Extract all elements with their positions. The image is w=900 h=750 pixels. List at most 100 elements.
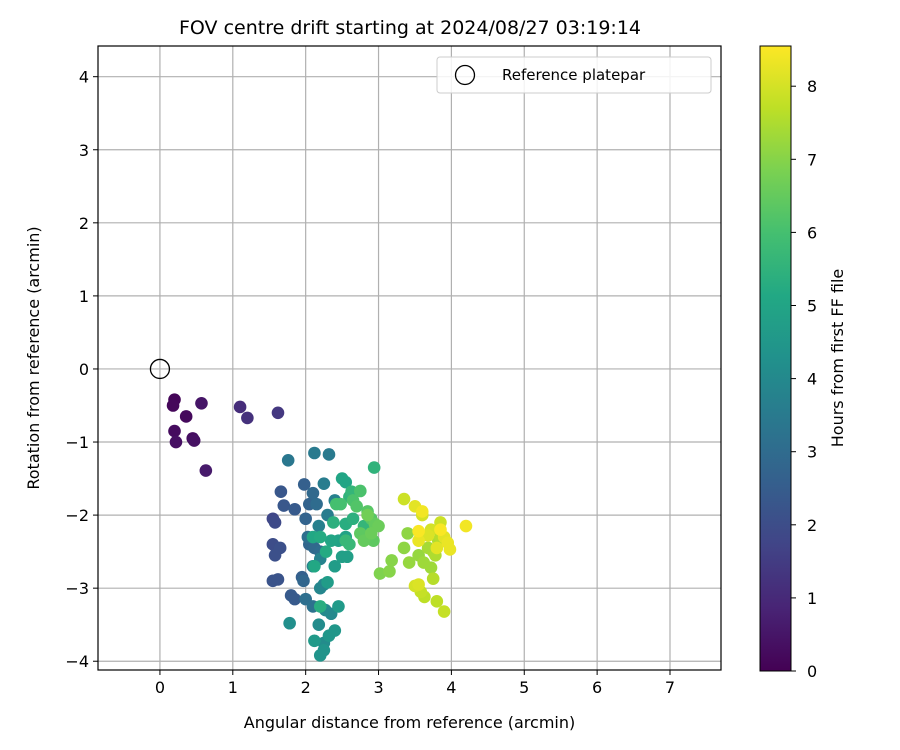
scatter-point	[350, 500, 363, 513]
scatter-point	[299, 512, 312, 526]
scatter-point	[421, 529, 435, 542]
scatter-point	[321, 576, 334, 589]
scatter-point	[233, 400, 247, 414]
y-axis-label: Rotation from reference (arcmin)	[24, 226, 43, 489]
colorbar-label: Hours from first FF file	[828, 269, 847, 448]
colorbar: 0 1 2 3 4 5 6 7 8 Hours from first FF file	[759, 45, 847, 681]
plot-frame	[97, 45, 722, 671]
scatter-point	[317, 643, 331, 657]
scatter-point	[271, 406, 285, 420]
x-axis-ticks: 0 1 2 3 4 5 6 7	[155, 670, 675, 697]
scatter-point	[268, 548, 282, 562]
scatter-point	[340, 550, 354, 564]
scatter-point	[459, 519, 473, 533]
scatter-point	[199, 464, 213, 477]
x-axis-label: Angular distance from reference (arcmin)	[244, 713, 575, 732]
scatter-point	[283, 616, 296, 630]
scatter-point	[308, 446, 321, 460]
scatter-point	[317, 477, 331, 490]
colorbar-tick-label: 1	[807, 589, 817, 608]
scatter-point	[397, 541, 411, 555]
scatter-point	[401, 527, 414, 540]
scatter-point	[424, 561, 438, 575]
scatter-point	[241, 411, 254, 425]
scatter-point	[288, 502, 302, 516]
y-tick-label: −1	[65, 433, 89, 452]
y-tick-label: 1	[79, 287, 89, 306]
y-tick-label: 3	[79, 141, 89, 160]
scatter-point	[361, 508, 374, 522]
scatter-point	[430, 595, 444, 608]
scatter-point	[327, 516, 340, 529]
colorbar-tick-label: 0	[807, 662, 817, 681]
x-tick-label: 5	[519, 678, 529, 697]
scatter-point	[169, 435, 183, 449]
legend-box	[436, 56, 712, 94]
scatter-point	[312, 519, 326, 533]
scatter-point	[443, 543, 457, 556]
colorbar-tick-label: 4	[807, 370, 817, 389]
scatter-point	[328, 559, 342, 573]
scatter-point	[312, 618, 326, 631]
scatter-point	[268, 516, 282, 529]
scatter-point	[313, 600, 327, 613]
x-tick-label: 0	[155, 678, 165, 697]
scatter-point	[367, 461, 381, 474]
scatter-point	[166, 399, 180, 412]
colorbar-tick-label: 2	[807, 516, 817, 535]
scatter-point	[319, 545, 333, 558]
scatter-point	[179, 410, 193, 423]
scatter-point	[415, 505, 429, 518]
y-tick-label: 2	[79, 214, 89, 233]
scatter-point	[187, 434, 201, 447]
scatter-point	[364, 527, 378, 540]
scatter-point	[332, 600, 345, 613]
scatter-point	[288, 592, 302, 606]
scatter-point	[412, 578, 425, 591]
scatter-point	[297, 478, 311, 491]
scatter-point	[328, 624, 342, 637]
legend-entry-reference: Reference platepar	[502, 66, 646, 84]
scatter-point	[373, 567, 387, 580]
colorbar-ticks: 0 1 2 3 4 5 6 7 8	[791, 77, 817, 681]
x-tick-label: 1	[228, 678, 238, 697]
scatter-point	[271, 573, 285, 586]
scatter-point	[437, 605, 451, 618]
scatter-point	[168, 424, 181, 438]
scatter-point	[412, 534, 425, 547]
data-points	[166, 393, 473, 662]
scatter-point	[412, 524, 425, 538]
legend-marker-icon	[454, 64, 476, 86]
scatter-point	[274, 485, 288, 499]
scatter-point	[402, 556, 416, 569]
y-tick-label: −2	[65, 506, 89, 525]
x-tick-label: 3	[373, 678, 383, 697]
colorbar-gradient	[759, 45, 792, 672]
x-tick-label: 2	[301, 678, 311, 697]
scatter-point	[343, 538, 356, 551]
y-tick-label: −4	[65, 652, 89, 671]
scatter-point	[277, 499, 291, 512]
y-tick-label: 0	[79, 360, 89, 379]
scatter-point	[383, 565, 396, 578]
legend: Reference platepar	[436, 56, 712, 94]
scatter-point	[281, 453, 295, 467]
scatter-point	[430, 541, 444, 555]
colorbar-tick-label: 6	[807, 223, 817, 242]
chart-title: FOV centre drift starting at 2024/08/27 …	[179, 17, 641, 39]
x-tick-label: 7	[665, 678, 675, 697]
scatter-point	[324, 534, 338, 547]
scatter-point	[339, 475, 353, 489]
colorbar-tick-label: 8	[807, 77, 817, 96]
y-tick-label: 4	[79, 68, 89, 87]
scatter-point	[195, 397, 208, 410]
scatter-point	[308, 559, 321, 573]
reference-platepar-marker	[149, 358, 171, 380]
scatter-point	[385, 554, 398, 567]
colorbar-tick-label: 7	[807, 150, 817, 169]
scatter-point	[306, 486, 320, 500]
x-tick-label: 4	[446, 678, 456, 697]
scatter-point	[354, 484, 367, 498]
